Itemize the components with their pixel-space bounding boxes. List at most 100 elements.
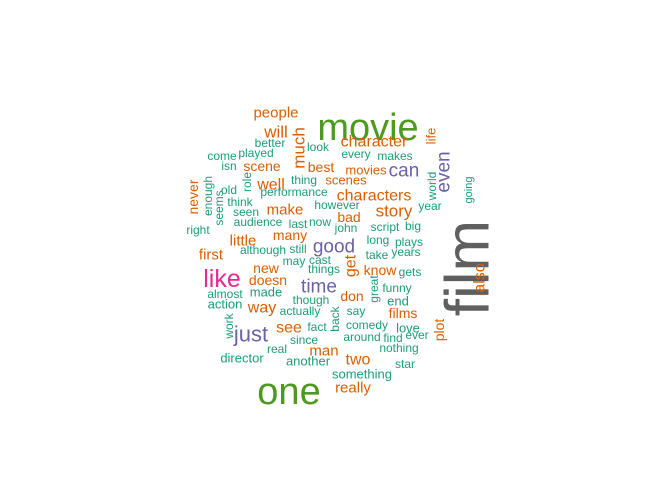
word-just: just	[233, 322, 268, 347]
word-character: character	[341, 134, 408, 151]
word-long: long	[367, 233, 390, 247]
word-little: little	[230, 233, 257, 250]
word-also: also	[472, 263, 489, 292]
word-another: another	[286, 354, 331, 369]
word-cast: cast	[309, 253, 332, 267]
word-audience: audience	[234, 215, 283, 229]
word-back: back	[328, 305, 342, 331]
word-two: two	[346, 352, 371, 369]
word-will: will	[263, 123, 288, 142]
word-movies: movies	[345, 163, 387, 178]
word-real: real	[267, 342, 287, 356]
word-old: old	[221, 183, 237, 197]
word-doesn: doesn	[249, 272, 287, 288]
word-thing: thing	[291, 173, 317, 187]
word-right: right	[186, 223, 210, 237]
word-fact: fact	[307, 320, 327, 334]
word-performance: performance	[260, 185, 328, 199]
word-take: take	[366, 248, 389, 262]
word-though: though	[293, 293, 330, 307]
word-made: made	[250, 285, 283, 300]
word-life: life	[424, 128, 439, 145]
word-ever: ever	[405, 328, 428, 342]
word-world: world	[425, 172, 439, 202]
word-think: think	[227, 195, 253, 209]
word-best: best	[308, 159, 335, 175]
word-years: years	[391, 245, 420, 259]
word-great: great	[367, 275, 381, 303]
word-script: script	[371, 220, 400, 234]
word-now: now	[309, 215, 331, 229]
word-time: time	[301, 277, 337, 298]
word-bad: bad	[337, 209, 360, 225]
word-however: however	[314, 198, 359, 212]
word-know: know	[364, 262, 398, 278]
word-funny: funny	[382, 281, 411, 295]
word-actually: actually	[280, 304, 321, 318]
word-director: director	[220, 351, 264, 366]
word-last: last	[289, 217, 308, 231]
word-played: played	[238, 146, 273, 160]
word-nothing: nothing	[379, 341, 418, 355]
word-never: never	[185, 179, 201, 214]
word-enough: enough	[201, 176, 215, 216]
word-things: things	[308, 262, 340, 276]
word-films: films	[389, 305, 418, 321]
word-every: every	[341, 147, 370, 161]
word-role: role	[240, 172, 254, 192]
word-big: big	[405, 219, 421, 233]
word-characters: characters	[337, 188, 412, 205]
word-find: find	[383, 331, 402, 345]
word-love: love	[396, 321, 420, 336]
word-seems: seems	[212, 190, 226, 225]
word-like: like	[203, 265, 241, 293]
word-work: work	[222, 312, 236, 339]
word-well: well	[256, 177, 285, 194]
word-can: can	[389, 161, 420, 182]
word-movie: movie	[317, 107, 418, 149]
word-really: really	[335, 380, 371, 397]
word-don: don	[340, 288, 363, 304]
word-get: get	[343, 254, 360, 277]
word-man: man	[309, 343, 338, 360]
word-story: story	[376, 202, 413, 221]
word-good: good	[313, 237, 355, 258]
word-almost: almost	[207, 287, 243, 301]
word-scenes: scenes	[325, 173, 367, 188]
word-say: say	[347, 304, 366, 318]
word-plays: plays	[395, 235, 423, 249]
word-although: although	[240, 243, 286, 257]
word-isn: isn	[221, 159, 236, 173]
word-john: john	[334, 221, 358, 235]
word-year: year	[418, 199, 441, 213]
word-comedy: comedy	[346, 318, 388, 332]
word-film: film	[434, 220, 503, 316]
word-first: first	[199, 247, 224, 264]
word-better: better	[255, 136, 286, 150]
word-way: way	[247, 300, 276, 317]
word-action: action	[208, 297, 243, 312]
word-even: even	[434, 151, 455, 192]
word-make: make	[267, 202, 304, 219]
word-star: star	[395, 357, 415, 371]
word-seen: seen	[233, 205, 259, 219]
word-something: something	[332, 367, 392, 382]
word-end: end	[387, 294, 409, 309]
word-many: many	[273, 227, 307, 243]
word-since: since	[290, 333, 318, 347]
word-still: still	[289, 242, 306, 256]
word-see: see	[276, 320, 302, 337]
word-scene: scene	[243, 158, 281, 174]
word-around: around	[343, 330, 380, 344]
word-gets: gets	[399, 265, 422, 279]
word-come: come	[207, 149, 237, 163]
word-much: much	[290, 127, 309, 169]
word-new: new	[253, 260, 280, 276]
word-may: may	[283, 254, 306, 268]
word-people: people	[253, 105, 298, 122]
word-one: one	[257, 371, 320, 413]
word-makes: makes	[377, 149, 412, 163]
word-going: going	[463, 177, 475, 204]
word-plot: plot	[431, 319, 447, 342]
